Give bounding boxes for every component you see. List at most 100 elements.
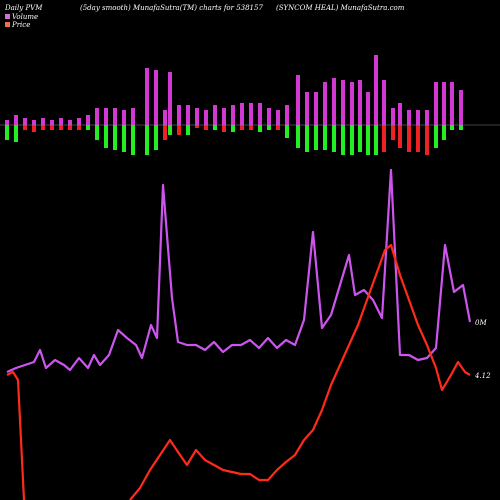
volume-bar [168, 72, 172, 125]
volume-bar [131, 108, 135, 125]
direction-bar [231, 125, 235, 132]
volume-bar [434, 82, 438, 125]
direction-bar [213, 125, 217, 130]
direction-bar [341, 125, 345, 155]
direction-bar [154, 125, 158, 150]
volume-bar [240, 103, 244, 125]
volume-bar [350, 82, 354, 125]
volume-bar [341, 80, 345, 125]
direction-bar [5, 125, 9, 140]
direction-bar [391, 125, 395, 140]
direction-bar [145, 125, 149, 155]
volume-bar [32, 120, 36, 125]
volume-bar [204, 110, 208, 125]
direction-bar [186, 125, 190, 135]
volume-bar [332, 78, 336, 125]
volume-bar [113, 108, 117, 125]
direction-bar [77, 125, 81, 130]
volume-bar [459, 90, 463, 125]
volume-bar [95, 108, 99, 125]
direction-bar [50, 125, 54, 130]
direction-bar [434, 125, 438, 148]
direction-bar [240, 125, 244, 130]
direction-bar [285, 125, 289, 138]
direction-bar [416, 125, 420, 152]
legend-swatch [5, 14, 10, 19]
volume-bar [267, 108, 271, 125]
volume-bar [163, 110, 167, 125]
volume-bar [285, 105, 289, 125]
volume-bar [416, 110, 420, 125]
volume-bar [68, 120, 72, 125]
legend-swatch [5, 22, 10, 27]
volume-bar [222, 108, 226, 125]
volume-bar [23, 118, 27, 125]
direction-bar [374, 125, 378, 155]
direction-bar [332, 125, 336, 152]
direction-bar [59, 125, 63, 130]
direction-bar [163, 125, 167, 140]
volume-bar [59, 118, 63, 125]
direction-bar [14, 125, 18, 142]
volume-bar [323, 82, 327, 125]
volume-bar [86, 115, 90, 125]
direction-bar [267, 125, 271, 130]
chart-subtitle: (5day smooth) MunafaSutra(TM) charts for… [80, 4, 263, 12]
direction-bar [425, 125, 429, 155]
direction-bar [195, 125, 199, 128]
chart-source: (SYNCOM HEAL) MunafaSutra.com [276, 4, 405, 12]
volume-bar [398, 103, 402, 125]
direction-bar [168, 125, 172, 135]
direction-bar [366, 125, 370, 155]
chart-title: Daily PVM [4, 4, 43, 12]
direction-bar [296, 125, 300, 148]
series-line [6, 168, 472, 374]
direction-bar [122, 125, 126, 152]
direction-bar [358, 125, 362, 152]
volume-bar [122, 110, 126, 125]
volume-bar [186, 105, 190, 125]
direction-bar [323, 125, 327, 150]
direction-bar [305, 125, 309, 152]
volume-bar [249, 103, 253, 125]
volume-bar [77, 118, 81, 125]
direction-bar [398, 125, 402, 148]
volume-bar [366, 92, 370, 125]
volume-bar [276, 110, 280, 125]
volume-bar [358, 80, 362, 125]
volume-bar [382, 80, 386, 125]
volume-bar [231, 105, 235, 125]
direction-bar [258, 125, 262, 132]
volume-bar [104, 108, 108, 125]
direction-bar [314, 125, 318, 150]
direction-bar [177, 125, 181, 135]
legend-label: Price [11, 21, 30, 29]
volume-bar [14, 115, 18, 125]
volume-bar [374, 55, 378, 125]
direction-bar [407, 125, 411, 152]
volume-bar [258, 103, 262, 125]
end-label: 4.12 [474, 372, 491, 380]
direction-bar [204, 125, 208, 130]
volume-bar [177, 105, 181, 125]
direction-bar [450, 125, 454, 130]
volume-bar [5, 120, 9, 125]
volume-bar [391, 108, 395, 125]
direction-bar [86, 125, 90, 130]
volume-bar [195, 108, 199, 125]
volume-bar [213, 105, 217, 125]
volume-bar [407, 110, 411, 125]
volume-bar [145, 68, 149, 125]
direction-bar [104, 125, 108, 148]
series-line [6, 243, 471, 500]
volume-bar [154, 70, 158, 125]
legend-label: Volume [12, 13, 38, 21]
direction-bar [249, 125, 253, 130]
direction-bar [113, 125, 117, 150]
direction-bar [131, 125, 135, 155]
volume-bar [450, 82, 454, 125]
volume-bar [296, 75, 300, 125]
direction-bar [459, 125, 463, 130]
